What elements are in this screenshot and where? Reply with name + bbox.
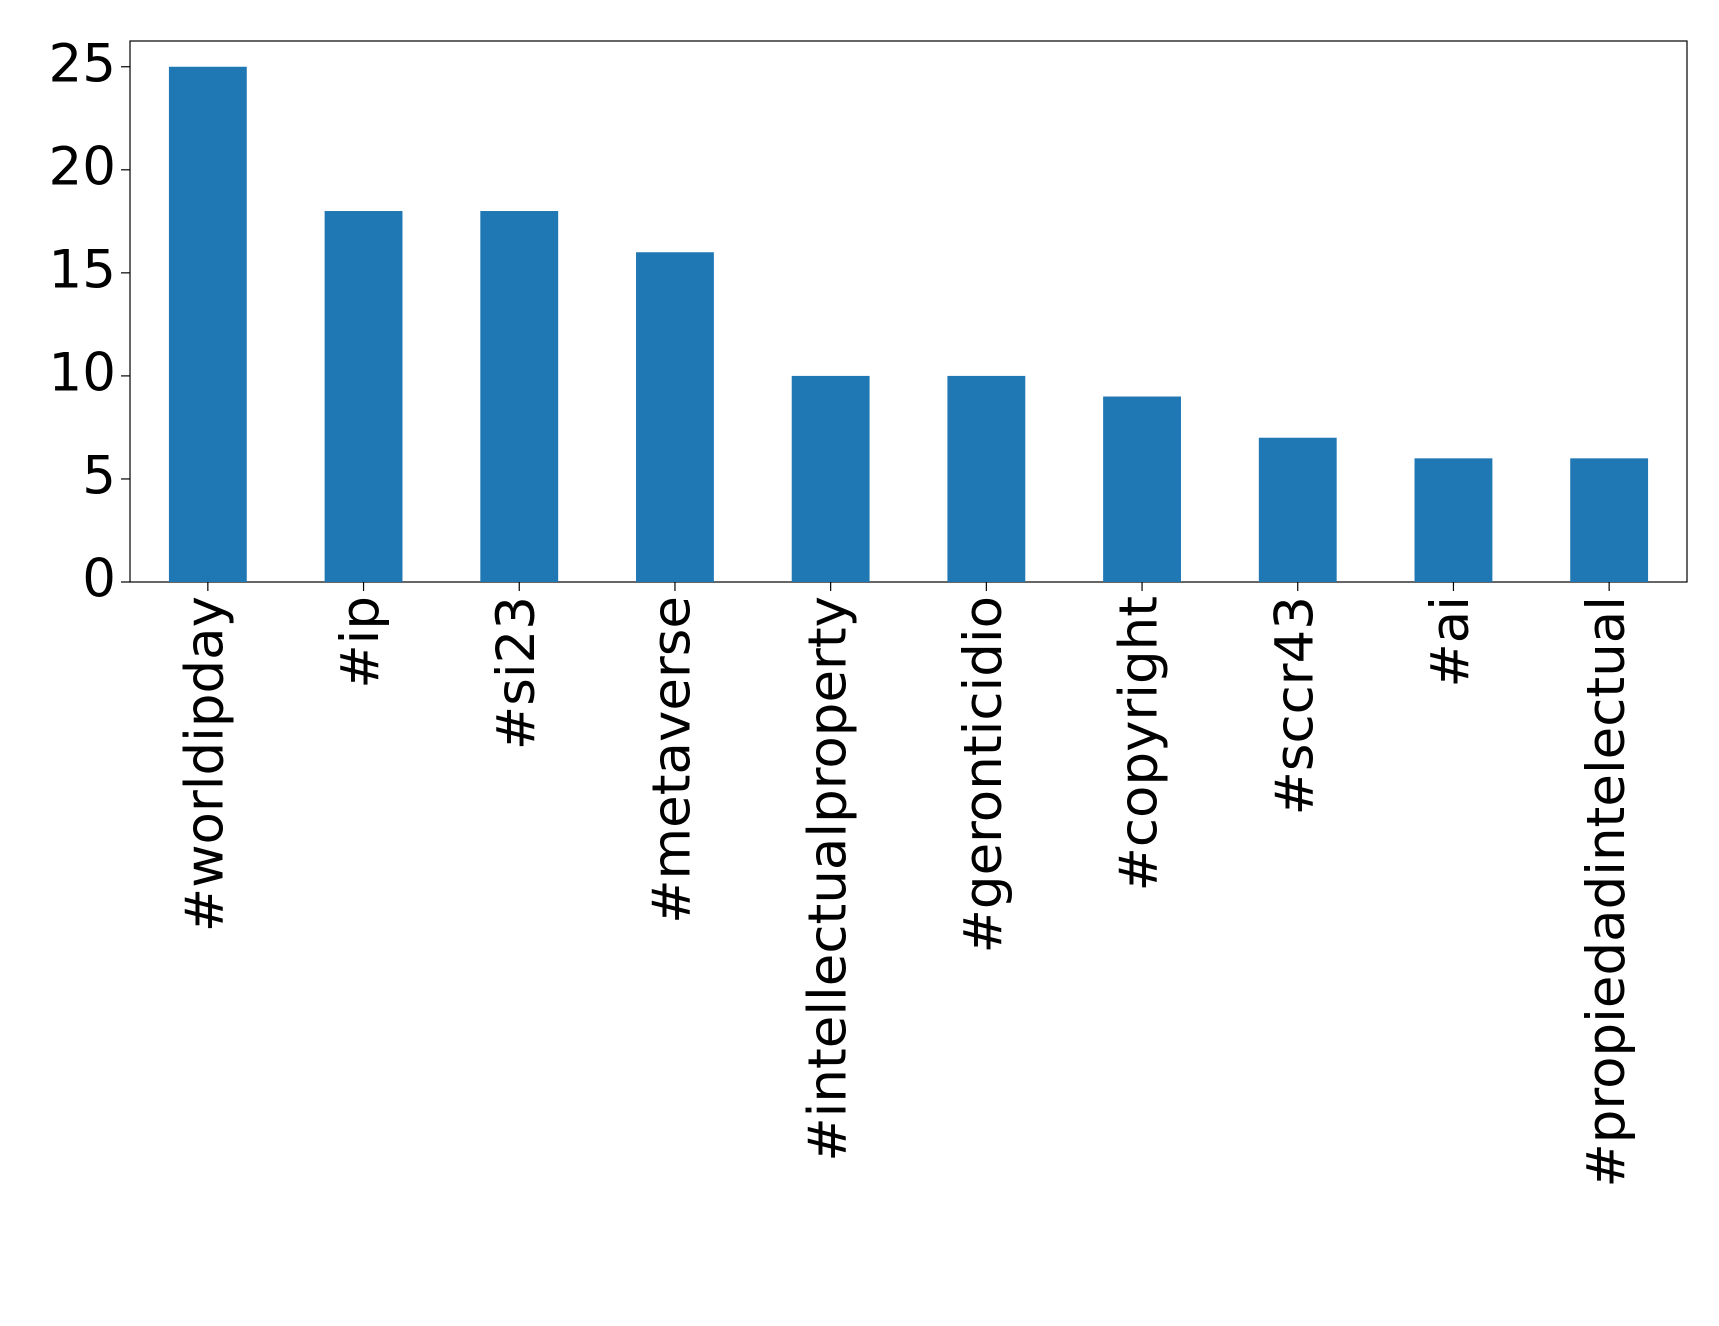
x-tick-label: #si23: [486, 596, 547, 750]
bar: [324, 211, 403, 582]
x-tick-label: #sccr43: [1264, 596, 1325, 816]
x-tick-label: #worldipday: [174, 596, 235, 932]
y-tick-label: 5: [82, 446, 116, 507]
y-tick-label: 25: [49, 33, 116, 94]
bar: [1258, 437, 1337, 582]
x-tick-label: #propiedadintelectual: [1576, 596, 1637, 1188]
x-tick-label: #geronticidio: [953, 596, 1014, 953]
bar: [1570, 458, 1649, 582]
bar: [480, 211, 559, 582]
bar: [1103, 396, 1181, 582]
y-tick-label: 20: [49, 136, 116, 197]
bar: [168, 66, 247, 582]
x-tick-label: #ip: [330, 596, 391, 689]
bar: [791, 375, 870, 582]
x-tick-label: #ai: [1420, 596, 1481, 688]
bar: [947, 375, 1026, 582]
bar: [636, 252, 714, 582]
y-tick-label: 0: [82, 549, 116, 610]
y-tick-label: 10: [49, 343, 116, 404]
x-tick-label: #copyright: [1109, 596, 1170, 892]
x-tick-label: #intellectualproperty: [797, 596, 858, 1162]
bar: [1414, 458, 1493, 582]
x-tick-label: #metaverse: [642, 596, 703, 924]
axes-frame: [129, 40, 1688, 583]
y-tick-label: 15: [49, 239, 116, 300]
